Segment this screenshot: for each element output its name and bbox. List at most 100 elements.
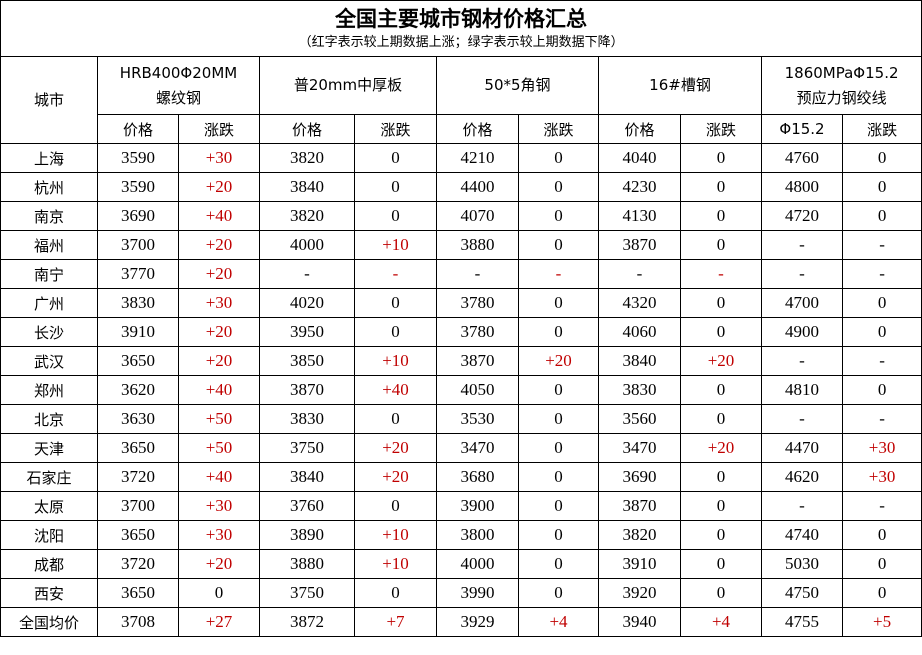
change-cell: 0 (680, 230, 762, 260)
change-cell: 0 (841, 520, 922, 550)
price-cell: 3840 (259, 172, 355, 202)
product-name: HRB400Φ20MM (119, 63, 238, 82)
price-cell: 3560 (598, 404, 681, 434)
header-change: 涨跌 (178, 114, 260, 144)
table-row: 全国均价 3708 +27 3872 +7 3929 +4 3940 +4 4755 +5 (0, 607, 922, 637)
price-cell: 3650 (97, 520, 179, 550)
page-title: 全国主要城市钢材价格汇总 (335, 6, 588, 31)
price-cell: 4760 (761, 143, 843, 173)
price-cell: 3680 (436, 462, 519, 492)
change-cell: 0 (354, 288, 437, 318)
change-cell: - (680, 259, 762, 289)
change-cell: - (841, 230, 922, 260)
change-cell: 0 (680, 549, 762, 579)
price-cell: 4720 (761, 201, 843, 231)
change-cell: 0 (841, 172, 922, 202)
price-cell: 4740 (761, 520, 843, 550)
price-cell: 3760 (259, 491, 355, 521)
city-cell: 南京 (0, 201, 98, 231)
change-cell: +30 (178, 143, 260, 173)
price-cell: 3700 (97, 491, 179, 521)
change-cell: 0 (354, 201, 437, 231)
price-cell: - (761, 491, 843, 521)
price-cell: 3929 (436, 607, 519, 637)
price-cell: 3750 (259, 578, 355, 608)
city-cell: 南宁 (0, 259, 98, 289)
header-price: 价格 (598, 114, 681, 144)
change-cell: 0 (518, 172, 599, 202)
change-cell: 0 (680, 201, 762, 231)
table-row: 沈阳 3650 +30 3890 +10 3800 0 3820 0 4740 0 (0, 520, 922, 550)
price-cell: 3700 (97, 230, 179, 260)
price-cell: 3650 (97, 346, 179, 376)
city-cell: 上海 (0, 143, 98, 173)
change-cell: - (354, 259, 437, 289)
price-cell: 3750 (259, 433, 355, 463)
change-cell: 0 (354, 404, 437, 434)
header-price: 价格 (259, 114, 355, 144)
table-row: 武汉 3650 +20 3850 +10 3870 +20 3840 +20- - (0, 346, 922, 376)
city-cell: 天津 (0, 433, 98, 463)
price-cell: - (761, 259, 843, 289)
header-city: 城市 (0, 56, 98, 144)
price-cell: 4470 (761, 433, 843, 463)
change-cell: - (518, 259, 599, 289)
price-cell: 3900 (436, 491, 519, 521)
price-cell: - (761, 404, 843, 434)
change-cell: +30 (841, 433, 922, 463)
price-cell: 3950 (259, 317, 355, 347)
legend-note: （红字表示较上期数据上涨；绿字表示较上期数据下降） (298, 34, 624, 50)
price-cell: - (259, 259, 355, 289)
table-row: 郑州 3620 +40 3870 +40 4050 0 3830 0 4810 0 (0, 375, 922, 405)
price-cell: 3870 (598, 491, 681, 521)
change-cell: 0 (518, 317, 599, 347)
header-product: 16#槽钢 (598, 56, 762, 115)
change-cell: 0 (680, 404, 762, 434)
change-cell: +20 (178, 230, 260, 260)
change-cell: +4 (680, 607, 762, 637)
price-cell: 3820 (259, 201, 355, 231)
price-cell: 3940 (598, 607, 681, 637)
price-cell: 3620 (97, 375, 179, 405)
price-cell: - (761, 230, 843, 260)
product-name-line2: 预应力钢绞线 (796, 88, 887, 107)
change-cell: +30 (178, 491, 260, 521)
change-cell: +30 (178, 288, 260, 318)
price-cell: 3780 (436, 288, 519, 318)
change-cell: +20 (178, 317, 260, 347)
table-title-cell: 全国主要城市钢材价格汇总 （红字表示较上期数据上涨；绿字表示较上期数据下降） (0, 0, 922, 57)
change-cell: - (841, 404, 922, 434)
price-cell: 3780 (436, 317, 519, 347)
header-change: 涨跌 (841, 114, 922, 144)
change-cell: +27 (178, 607, 260, 637)
price-cell: 3630 (97, 404, 179, 434)
price-cell: 4400 (436, 172, 519, 202)
price-cell: 3720 (97, 549, 179, 579)
price-cell: 3690 (97, 201, 179, 231)
price-cell: 4040 (598, 143, 681, 173)
header-change: 涨跌 (354, 114, 437, 144)
header-product: HRB400Φ20MM 螺纹钢 (97, 56, 260, 115)
price-cell: 4900 (761, 317, 843, 347)
table-row: 长沙 3910 +20 3950 0 3780 0 4060 0 4900 0 (0, 317, 922, 347)
change-cell: +40 (354, 375, 437, 405)
city-cell: 全国均价 (0, 607, 98, 637)
change-cell: 0 (680, 143, 762, 173)
change-cell: 0 (680, 375, 762, 405)
change-cell: +20 (178, 259, 260, 289)
change-cell: 0 (354, 143, 437, 173)
change-cell: 0 (680, 462, 762, 492)
change-cell: 0 (178, 578, 260, 608)
price-cell: 3830 (97, 288, 179, 318)
city-cell: 武汉 (0, 346, 98, 376)
change-cell: +40 (178, 375, 260, 405)
price-cell: 3870 (259, 375, 355, 405)
change-cell: 0 (841, 288, 922, 318)
price-cell: 3890 (259, 520, 355, 550)
city-cell: 西安 (0, 578, 98, 608)
change-cell: 0 (518, 520, 599, 550)
price-cell: 3872 (259, 607, 355, 637)
change-cell: 0 (518, 462, 599, 492)
price-cell: 4230 (598, 172, 681, 202)
price-cell: 4750 (761, 578, 843, 608)
